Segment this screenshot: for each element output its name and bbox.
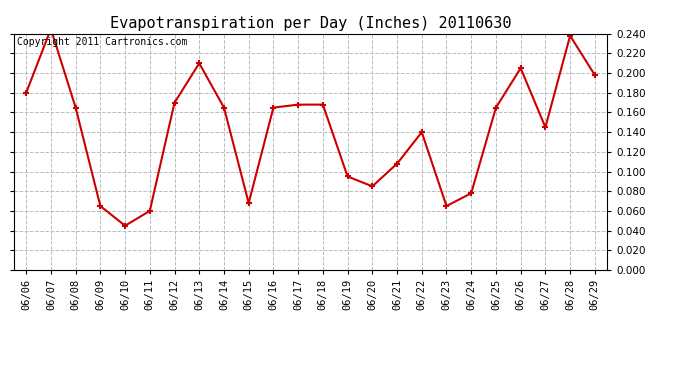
- Text: Copyright 2011 Cartronics.com: Copyright 2011 Cartronics.com: [17, 37, 187, 47]
- Title: Evapotranspiration per Day (Inches) 20110630: Evapotranspiration per Day (Inches) 2011…: [110, 16, 511, 31]
